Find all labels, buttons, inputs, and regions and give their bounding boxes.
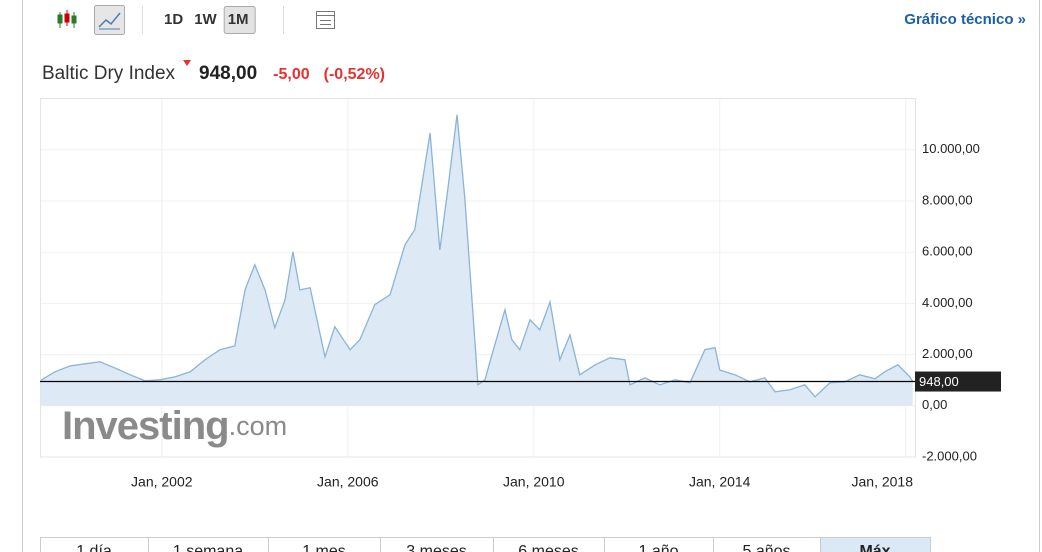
tab-label: 1 día: [76, 543, 112, 552]
period-tab[interactable]: 6 meses: [493, 537, 605, 552]
y-tick-label: -2.000,00: [922, 448, 977, 463]
range-button-bg: [223, 6, 256, 34]
tab-bg: [148, 537, 269, 552]
period-tab[interactable]: 1 mes: [268, 537, 381, 552]
down-arrow: [183, 60, 192, 66]
tab-label: 5 años: [742, 543, 790, 552]
tab-bg: [493, 537, 605, 552]
range-label: 1D: [164, 11, 183, 28]
technical-chart-link[interactable]: Gráfico técnico »: [904, 11, 1026, 28]
range-button[interactable]: 1M: [223, 6, 256, 34]
period-tab[interactable]: 1 semana: [148, 537, 269, 552]
period-tab[interactable]: 1 año: [604, 537, 714, 552]
period-tab[interactable]: 5 años: [713, 537, 821, 552]
range-button[interactable]: 1W: [194, 11, 217, 28]
watermark-brand: Investing: [62, 404, 229, 448]
range-button[interactable]: 1D: [164, 11, 183, 28]
tab-label: Máx: [859, 543, 890, 552]
x-tick-label: Jan, 2018: [852, 474, 914, 490]
change: -5,00: [273, 66, 310, 83]
tab-bg: [713, 537, 821, 552]
range-buttons: 1D 1W 1M: [164, 6, 256, 34]
tab-bg: [820, 537, 931, 552]
area-fill: [40, 114, 913, 406]
range-label: 1W: [194, 11, 217, 28]
watermark: Investing.com: [62, 404, 287, 448]
price-line: [39, 114, 914, 398]
tab-label: 6 meses: [518, 543, 578, 552]
tab-bg: [40, 537, 149, 552]
tab-bg: [380, 537, 494, 552]
last-price-box: [915, 371, 1001, 392]
y-tick-label: 8.000,00: [922, 192, 973, 207]
tab-label: 1 semana: [173, 543, 243, 552]
candle-icon[interactable]: [57, 10, 77, 28]
y-tick-label: 2.000,00: [922, 346, 973, 361]
period-tab[interactable]: 3 meses: [380, 537, 494, 552]
range-label: 1M: [228, 11, 249, 28]
instrument-name: Baltic Dry Index: [42, 63, 176, 84]
table-icon[interactable]: [316, 11, 335, 29]
last-price-label: 948,00: [919, 374, 959, 389]
period-tabs: 1 día 1 semana 1 mes 3 meses 6 meses 1 año 5 a…: [40, 537, 931, 552]
tab-bg: [604, 537, 714, 552]
line-icon[interactable]: [94, 5, 125, 35]
tab-label: 3 meses: [406, 543, 466, 552]
x-tick-label: Jan, 2014: [689, 474, 751, 490]
y-tick-label: 4.000,00: [922, 295, 973, 310]
x-tick-label: Jan, 2010: [503, 474, 565, 490]
watermark-suffix: .com: [229, 411, 288, 441]
last-price: 948,00: [199, 63, 257, 84]
y-tick-label: 10.000,00: [922, 141, 980, 156]
tab-bg: [268, 537, 381, 552]
plot: -2.000,00 0,00 2.000,00 4.000,00 6.000,00 8.0…: [39, 98, 1001, 490]
x-tick-label: Jan, 2002: [131, 474, 193, 490]
period-tab[interactable]: Máx: [820, 537, 931, 552]
y-tick-label: 6.000,00: [922, 244, 973, 259]
change-percent: (-0,52%): [324, 66, 385, 83]
y-tick-label: 0,00: [922, 397, 947, 412]
tab-label: 1 mes: [302, 543, 346, 552]
period-tab[interactable]: 1 día: [40, 537, 149, 552]
tab-label: 1 año: [638, 543, 678, 552]
x-tick-label: Jan, 2006: [317, 474, 379, 490]
plot-border: [40, 98, 916, 458]
